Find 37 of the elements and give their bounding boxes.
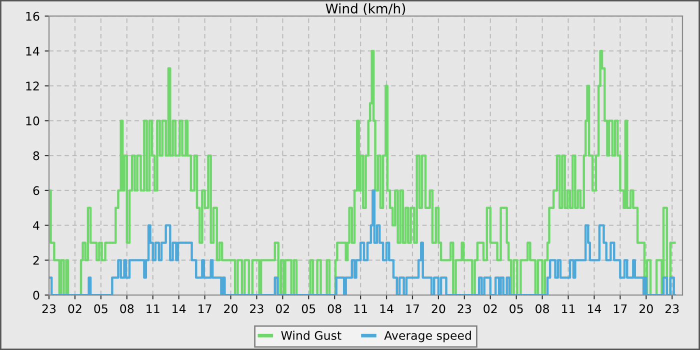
y-tick-label: 8 [33, 151, 40, 160]
y-tick-label: 10 [26, 116, 40, 126]
y-tick-label: 16 [26, 12, 40, 21]
x-tick-label: 08 [328, 304, 342, 314]
y-tick-label: 12 [26, 82, 39, 90]
x-tick-label: 11 [562, 304, 575, 314]
y-tick-label: 0 [33, 290, 40, 300]
x-tick-label: 20 [640, 304, 653, 314]
x-tick-label: 17 [406, 304, 419, 314]
x-tick-label: 17 [198, 304, 212, 314]
x-tick-label: 02 [276, 304, 289, 314]
y-tick-label: 4 [33, 221, 40, 230]
legend-label: Average speed [384, 330, 471, 342]
x-tick-label: 23 [42, 304, 56, 314]
x-tick-label: 14 [380, 304, 394, 314]
x-tick-label: 20 [432, 304, 446, 314]
x-tick-label: 11 [146, 304, 160, 314]
legend-label: Wind Gust [281, 330, 342, 340]
y-tick-label: 14 [26, 46, 40, 56]
x-tick-label: 17 [614, 304, 627, 314]
x-tick-label: 02 [68, 304, 82, 314]
x-tick-label: 05 [510, 304, 523, 314]
x-tick-label: 14 [588, 304, 602, 314]
x-tick-label: 08 [120, 304, 134, 314]
x-tick-label: 23 [665, 304, 679, 314]
x-tick-label: 14 [172, 304, 186, 314]
x-tick-label: 05 [94, 304, 108, 314]
y-tick-label: 6 [33, 186, 40, 196]
x-tick-label: 11 [354, 304, 367, 314]
x-tick-label: 02 [484, 304, 497, 314]
y-tick-label: 2 [33, 256, 39, 265]
chart-title: Wind (km/h) [326, 3, 406, 16]
x-tick-label: 05 [302, 304, 316, 314]
x-tick-label: 20 [224, 304, 238, 314]
x-tick-label: 08 [536, 304, 549, 314]
x-tick-label: 23 [458, 304, 471, 314]
x-tick-label: 23 [250, 304, 264, 314]
